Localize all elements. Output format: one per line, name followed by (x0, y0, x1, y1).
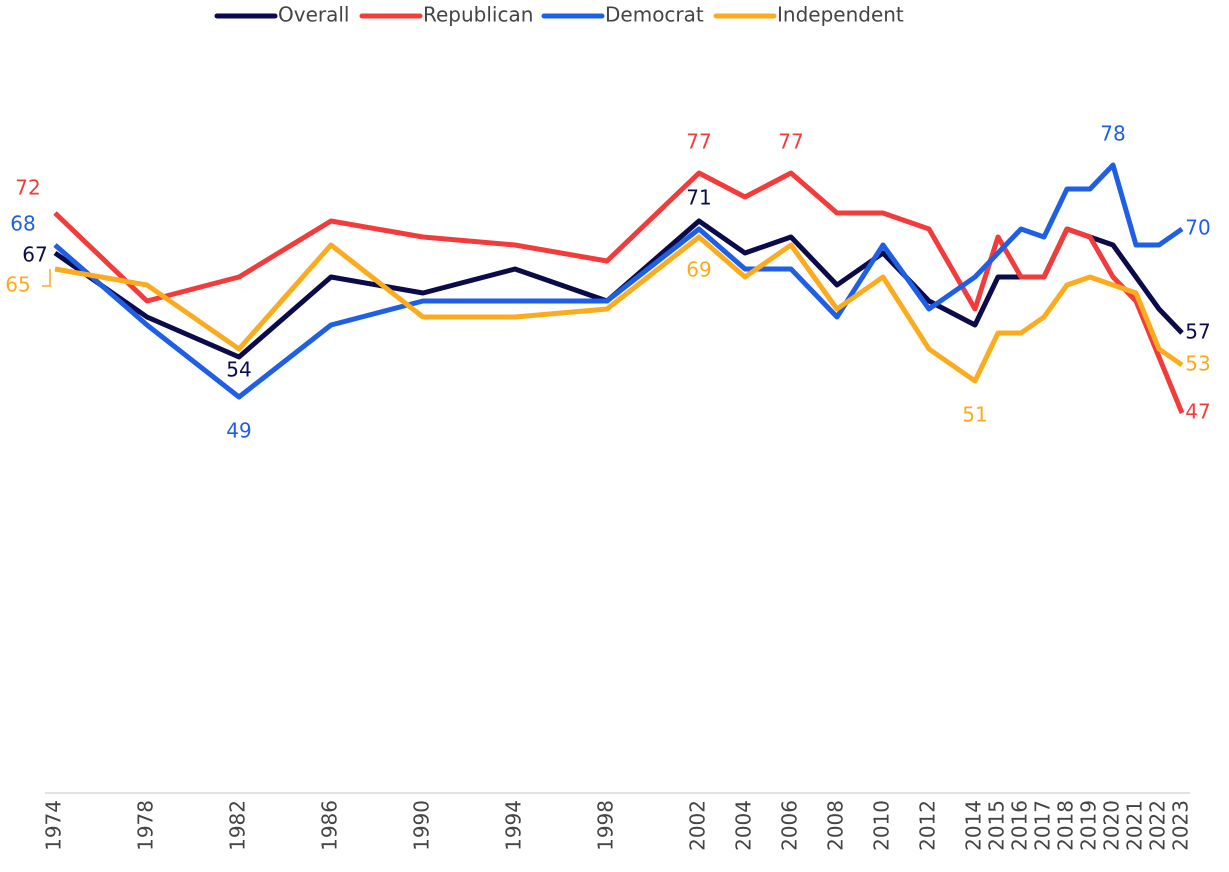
x-tick-label: 2023 (1169, 800, 1193, 851)
data-label: 72 (15, 176, 40, 200)
x-tick-label: 2021 (1123, 800, 1147, 851)
leader-line (42, 269, 51, 287)
x-tick-label: 2012 (916, 800, 940, 851)
x-tick-label: 2002 (686, 800, 710, 851)
x-tick-label: 2022 (1146, 800, 1170, 851)
legend-label: Democrat (605, 3, 704, 27)
x-tick-label: 2016 (1008, 800, 1032, 851)
x-tick-label: 2004 (732, 800, 756, 851)
x-tick-label: 1974 (42, 800, 66, 851)
data-label: 78 (1100, 122, 1125, 146)
series-line (53, 162, 1184, 400)
series-line (53, 170, 1185, 414)
x-tick-label: 1994 (502, 800, 526, 851)
x-tick-label: 1990 (410, 800, 434, 851)
data-label: 77 (778, 130, 803, 154)
data-label: 71 (686, 186, 711, 210)
x-tick-label: 2015 (985, 800, 1009, 851)
x-tick-label: 2017 (1031, 800, 1055, 851)
data-label: 65 (5, 273, 30, 297)
data-label: 67 (22, 243, 47, 267)
x-tick-label: 2019 (1077, 800, 1101, 851)
x-tick-label: 2006 (778, 800, 802, 851)
data-label: 57 (1185, 320, 1210, 344)
x-tick-label: 1982 (226, 800, 250, 851)
x-tick-label: 2010 (870, 800, 894, 851)
x-tick-label: 1978 (134, 800, 158, 851)
data-label: 53 (1185, 352, 1210, 376)
series-line (54, 234, 1184, 384)
legend-label: Republican (423, 3, 533, 27)
data-label: 51 (962, 403, 987, 427)
data-label: 49 (226, 419, 251, 443)
x-tick-label: 2008 (824, 800, 848, 851)
series-line (53, 218, 1184, 360)
x-tick-label: 2014 (962, 800, 986, 851)
data-label: 54 (226, 358, 251, 382)
legend-label: Independent (777, 3, 904, 27)
x-tick-label: 2020 (1100, 800, 1124, 851)
legend-label: Overall (278, 3, 349, 27)
data-label: 68 (10, 212, 35, 236)
data-label: 69 (686, 258, 711, 282)
x-tick-label: 1986 (318, 800, 342, 851)
x-tick-label: 1998 (594, 800, 618, 851)
data-label: 47 (1185, 400, 1210, 424)
data-label: 77 (686, 130, 711, 154)
x-tick-label: 2018 (1054, 800, 1078, 851)
data-label: 70 (1185, 216, 1210, 240)
